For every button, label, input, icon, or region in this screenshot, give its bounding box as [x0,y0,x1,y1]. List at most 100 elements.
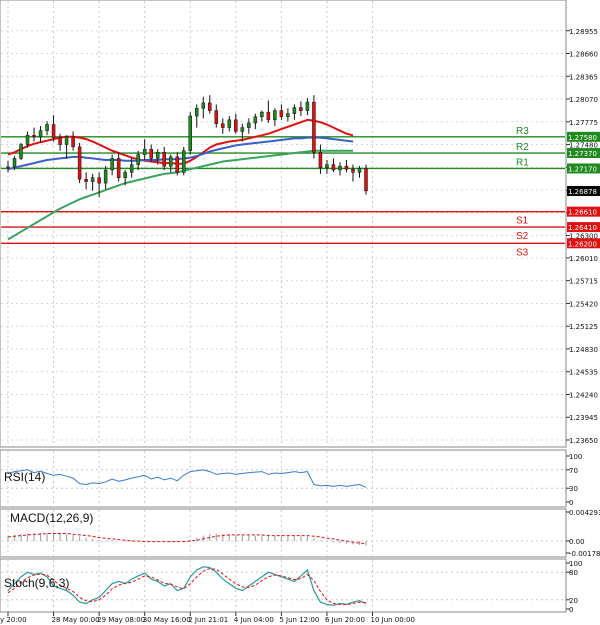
price-tick-label: 1.24830 [569,346,598,354]
indicator-tick-label: 30 [569,485,578,493]
current-price-box [567,185,600,196]
macd-histogram-and-signal [7,532,367,546]
price-tick-label: 1.28070 [569,96,598,104]
indicator-tick-label: 0.00 [569,538,585,546]
time-tick-label: 6 Jun 20:00 [325,616,365,624]
bullish-candle [25,135,30,145]
bullish-candle [155,152,160,159]
price-tick-label: 1.25125 [569,323,598,331]
level-label-r3: R3 [516,126,529,137]
bearish-candle [162,152,166,167]
indicator-tick-label: 80 [569,569,578,577]
bullish-candle [45,124,49,131]
bearish-candle [234,119,238,132]
price-tick-label: 1.24240 [569,391,598,399]
rsi-panel[interactable]: RSI(14) [0,449,567,508]
bullish-candle [6,166,10,169]
bearish-candle [318,152,323,168]
bearish-candle [279,110,284,118]
price-horizontal-grid [1,30,565,441]
bearish-candle [84,179,88,182]
indicator-tick-label: 20 [569,597,578,605]
stoch-panel[interactable]: Stoch(9,6,3) [0,558,567,613]
indicator-tick-label: 70 [569,467,578,475]
time-tick-label: 28 May 00:00 [52,616,100,624]
bullish-candle [305,101,310,111]
level-label-s3: S3 [516,247,529,258]
indicator-tick-label: 100 [569,560,582,568]
price-tick-label: 1.27480 [569,142,598,150]
bearish-candle [364,168,368,192]
price-tick-label: 1.28365 [569,73,598,81]
bullish-candle [240,127,245,132]
level-price-box [567,222,600,233]
bearish-candle [208,102,212,111]
price-tick-label: 1.27775 [569,119,598,127]
time-tick-label: 4 Jun 04:00 [234,616,274,624]
rsi-line [7,469,367,488]
bullish-candle [123,172,127,178]
level-price-box-label: 1.27170 [568,165,597,173]
macd-grid [1,510,565,556]
time-tick-label: 29 May 08:00 [97,616,145,624]
level-price-box-label: 1.26410 [568,224,597,232]
price-tick-label: 1.23650 [569,437,598,445]
bearish-candle [221,123,225,128]
indicator-tick-label: 0.004293 [569,509,600,517]
price-tick-label: 1.28660 [569,51,598,59]
indicator-tick-label: 0 [569,499,573,507]
bearish-candle [97,177,101,184]
price-tick-label: 1.28955 [569,28,598,36]
bullish-candle [181,150,186,173]
bullish-candle [168,156,173,167]
bearish-candle [71,136,75,148]
level-price-box-label: 1.26610 [568,209,597,217]
bullish-candle [90,177,95,182]
time-tick-label: 5 Jun 12:00 [279,616,319,624]
bearish-candle [344,165,349,170]
bullish-candle [110,158,114,171]
bullish-candle [201,102,206,109]
price-tick-label: 1.24535 [569,369,598,377]
rsi-panel-frame [0,449,567,508]
bullish-candle [64,136,69,145]
bullish-candle [325,164,329,168]
level-price-box [567,206,600,217]
level-label-r2: R2 [516,142,529,153]
bullish-candle [129,164,134,173]
bullish-candle [227,119,232,128]
bearish-candle [77,146,82,180]
macd-label: MACD(12,26,9) [10,511,93,525]
bearish-candle [58,137,62,145]
price-panel-frame [0,0,567,448]
macd-panel[interactable]: MACD(12,26,9) [0,508,567,558]
bullish-candle [195,108,199,117]
indicator-tick-label: 0 [569,606,573,614]
level-label-s2: S2 [516,231,529,242]
current-price-label: 1.26878 [568,188,597,196]
stoch-label: Stoch(9,6,3) [4,576,69,590]
rsi-grid [1,451,565,506]
bearish-candle [351,168,355,173]
price-panel[interactable]: R3 R2 R1 S1 S2 S3 [0,0,567,448]
level-price-box [567,148,600,159]
time-tick-label: 30 May 16:00 [143,616,191,624]
stoch-panel-frame [0,558,567,613]
price-tick-label: 1.25715 [569,278,598,286]
bullish-candle [247,122,251,128]
indicator-tick-label: 100 [569,453,582,461]
level-price-box [567,131,600,142]
price-tick-label: 1.23945 [569,414,598,422]
bullish-candle [103,169,108,184]
bearish-candle [51,124,56,138]
bullish-candle [357,168,362,173]
pivot-levels: R3 R2 R1 S1 S2 S3 [1,126,565,258]
bullish-candle [19,144,23,159]
price-tick-label: 1.26300 [569,233,598,241]
bullish-candle [38,130,43,138]
candlesticks [6,95,368,197]
moving-average-line [7,136,354,171]
stoch-lines [7,566,367,606]
